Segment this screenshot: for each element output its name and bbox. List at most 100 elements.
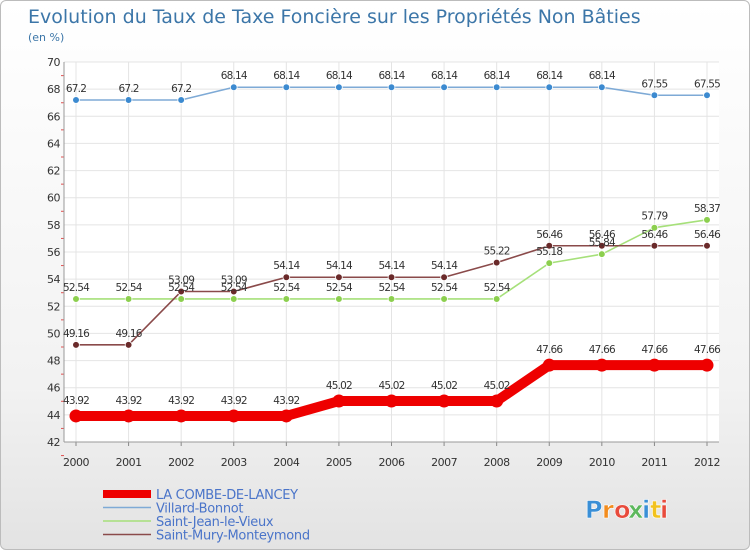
logo-letter: P bbox=[585, 496, 603, 524]
data-label: 54.14 bbox=[431, 260, 458, 272]
data-label: 68.14 bbox=[326, 70, 353, 82]
legend-label: Saint-Jean-le-Vieux bbox=[156, 515, 274, 530]
y-tick-label: 48 bbox=[47, 355, 60, 368]
data-label: 68.14 bbox=[431, 70, 458, 82]
data-point bbox=[332, 394, 346, 408]
data-point bbox=[387, 273, 396, 282]
data-label: 68.14 bbox=[484, 70, 511, 82]
data-point bbox=[282, 83, 291, 92]
x-tick-label: 2004 bbox=[273, 456, 299, 469]
data-point bbox=[650, 241, 659, 250]
data-label: 55.22 bbox=[484, 246, 510, 258]
logo-letter: o bbox=[614, 496, 631, 524]
data-label: 47.66 bbox=[589, 344, 616, 356]
data-label-layer: 43.92 43.92 43.92 43.92 43.92 45.02 45.02 45.02… bbox=[63, 70, 722, 407]
data-point bbox=[335, 295, 343, 303]
data-point bbox=[385, 394, 398, 408]
data-label: 52.54 bbox=[484, 282, 511, 294]
data-label: 43.92 bbox=[63, 395, 89, 407]
data-point bbox=[177, 287, 185, 296]
data-label: 56.46 bbox=[641, 229, 668, 241]
y-axis-unit-label: (en %) bbox=[28, 31, 64, 44]
data-label: 55.18 bbox=[536, 246, 562, 258]
x-tick-label: 2001 bbox=[116, 456, 142, 469]
y-tick-label: 52 bbox=[47, 300, 60, 313]
x-tick-label: 2008 bbox=[484, 456, 510, 469]
data-point bbox=[490, 394, 504, 408]
data-label: 68.14 bbox=[536, 70, 563, 82]
y-tick-label: 54 bbox=[47, 273, 60, 286]
x-tick-label: 2002 bbox=[168, 456, 194, 469]
data-point bbox=[700, 358, 714, 372]
data-label: 52.54 bbox=[221, 282, 248, 294]
data-point bbox=[598, 83, 606, 92]
x-tick-label: 2007 bbox=[431, 456, 457, 469]
y-tick-label: 64 bbox=[47, 137, 60, 150]
data-point bbox=[174, 409, 188, 423]
data-label: 67.55 bbox=[641, 78, 667, 90]
x-tick-label: 2012 bbox=[694, 456, 720, 469]
data-point bbox=[177, 96, 185, 104]
data-label: 55.84 bbox=[589, 237, 616, 249]
data-point bbox=[595, 358, 609, 372]
logo-letter: x bbox=[628, 496, 644, 524]
data-point bbox=[387, 83, 396, 92]
y-tick-label: 68 bbox=[47, 83, 60, 96]
data-point bbox=[650, 91, 659, 100]
data-label: 52.54 bbox=[273, 282, 300, 294]
data-point bbox=[282, 295, 291, 303]
data-point bbox=[545, 83, 554, 92]
data-label: 68.14 bbox=[589, 70, 616, 82]
data-label: 45.02 bbox=[431, 380, 457, 392]
logo-letter: t bbox=[650, 496, 661, 524]
chart-title: Evolution du Taux de Taxe Foncière sur l… bbox=[28, 6, 641, 28]
data-point bbox=[545, 259, 554, 267]
y-tick-label: 56 bbox=[47, 246, 60, 259]
data-point bbox=[647, 358, 661, 372]
y-tick-label: 46 bbox=[47, 382, 60, 395]
data-label: 52.54 bbox=[431, 282, 458, 294]
data-point bbox=[122, 409, 136, 423]
y-tick-label: 62 bbox=[47, 165, 60, 178]
x-tick-label: 2005 bbox=[326, 456, 352, 469]
data-label: 49.16 bbox=[116, 328, 143, 340]
data-point bbox=[72, 96, 80, 104]
x-tick-label: 2009 bbox=[536, 456, 562, 469]
x-tick-label: 2011 bbox=[641, 456, 667, 469]
axis-layer: 42 44 46 48 50 52 54 56 58 60 62 64 66 68 70 2000 2001 20… bbox=[47, 56, 721, 469]
data-label: 45.02 bbox=[326, 380, 352, 392]
data-point bbox=[335, 83, 343, 92]
data-label: 47.66 bbox=[694, 344, 721, 356]
data-label: 49.16 bbox=[63, 328, 90, 340]
data-label: 45.02 bbox=[378, 380, 404, 392]
series-layer bbox=[69, 83, 714, 423]
data-label: 52.54 bbox=[326, 282, 353, 294]
data-label: 47.66 bbox=[641, 344, 668, 356]
logo-letter: i bbox=[642, 496, 650, 524]
data-label: 56.46 bbox=[694, 229, 721, 241]
legend-label: LA COMBE-DE-LANCEY bbox=[156, 488, 298, 503]
data-point bbox=[440, 273, 448, 282]
data-point bbox=[124, 96, 133, 104]
y-tick-label: 60 bbox=[47, 192, 60, 205]
x-tick-label: 2006 bbox=[379, 456, 405, 469]
data-label: 57.79 bbox=[641, 211, 667, 223]
data-label: 68.14 bbox=[273, 70, 300, 82]
data-point bbox=[703, 241, 711, 250]
data-label: 56.46 bbox=[589, 229, 616, 241]
data-point bbox=[229, 287, 238, 296]
data-label: 53.09 bbox=[168, 274, 194, 286]
legend-label: Saint-Mury-Monteymond bbox=[156, 529, 310, 544]
data-label: 56.46 bbox=[536, 229, 563, 241]
data-label: 67.2 bbox=[171, 83, 191, 95]
data-label: 52.54 bbox=[168, 282, 195, 294]
data-label: 52.54 bbox=[378, 282, 405, 294]
data-point bbox=[440, 83, 448, 92]
legend: LA COMBE-DE-LANCEYVillard-BonnotSaint-Je… bbox=[103, 488, 310, 544]
y-tick-label: 42 bbox=[47, 436, 60, 449]
data-point bbox=[72, 295, 80, 303]
data-point bbox=[69, 409, 83, 423]
data-point bbox=[437, 394, 451, 408]
data-point bbox=[598, 250, 606, 258]
